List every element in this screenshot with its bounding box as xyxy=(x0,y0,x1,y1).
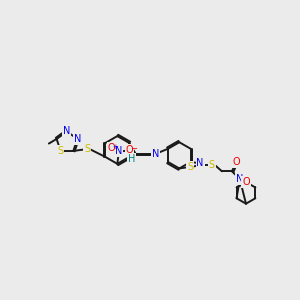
Text: +: + xyxy=(112,144,118,150)
Text: N: N xyxy=(196,158,204,168)
Text: N: N xyxy=(236,174,244,184)
Text: O: O xyxy=(126,145,134,155)
Text: S: S xyxy=(58,146,64,156)
Text: O: O xyxy=(242,177,250,187)
Text: S: S xyxy=(209,160,215,170)
Text: −: − xyxy=(130,144,137,153)
Text: N: N xyxy=(63,127,70,136)
Text: S: S xyxy=(187,162,193,172)
Text: N: N xyxy=(74,134,81,144)
Text: O: O xyxy=(232,157,240,167)
Text: N: N xyxy=(152,149,159,159)
Text: H: H xyxy=(128,154,135,164)
Text: O: O xyxy=(107,143,115,153)
Text: N: N xyxy=(115,146,123,157)
Text: S: S xyxy=(84,144,90,154)
